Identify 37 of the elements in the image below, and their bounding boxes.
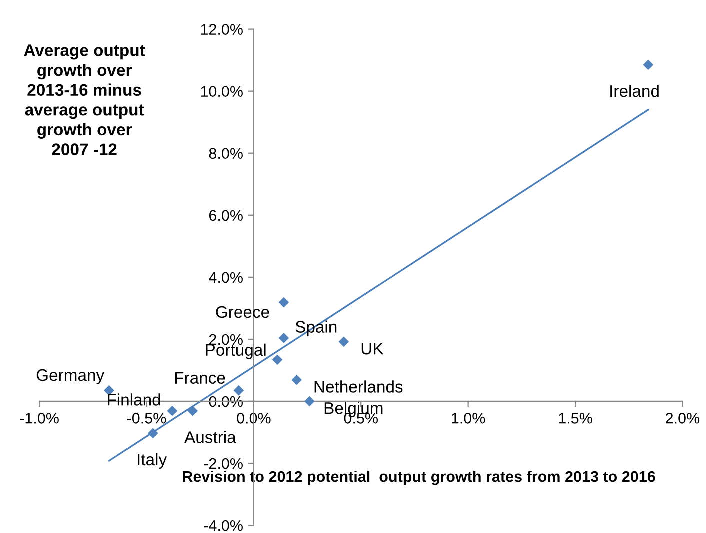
annotation: Austria: [184, 431, 236, 444]
text: Average output growth over 2013-16 minus average output growth over 2007 -12: [24, 44, 146, 156]
annotation: France: [175, 372, 226, 384]
y-tick-label: 10.0%: [201, 86, 243, 98]
annotation: Germany: [36, 369, 105, 385]
x-tick-label: 1.0%: [452, 412, 486, 424]
x-tick-label: 1.5%: [559, 413, 592, 424]
y-tick-label: -2.0%: [204, 458, 243, 470]
x-tick-label: -0.5%: [127, 412, 166, 424]
annotation: Italy: [138, 453, 168, 469]
annotation: Greece: [216, 306, 270, 318]
y-tick-label: 2.0%: [209, 334, 243, 346]
annotation: Ireland: [610, 84, 659, 98]
point: [643, 60, 654, 70]
x-tick-label: -1.0%: [20, 412, 59, 424]
annotation: UK: [362, 343, 384, 355]
point: [188, 406, 198, 416]
point: [278, 297, 290, 308]
y-tick-label: 6.0%: [209, 210, 243, 222]
point: [167, 406, 178, 416]
annotation: Portugal: [206, 344, 266, 360]
point: [292, 374, 302, 386]
annotation: Netherlands: [314, 380, 403, 393]
x-axis-title: Revision to 2012 potential output growth rates from 2013 to 2016: [183, 470, 656, 486]
point: [148, 428, 158, 439]
point: [272, 354, 283, 366]
point: [234, 385, 244, 396]
point: [278, 333, 290, 344]
point: [338, 336, 350, 348]
y-tick-label: 8.0%: [209, 148, 243, 160]
y-tick-label: 12.0%: [201, 24, 243, 35]
point: [304, 396, 315, 407]
y-tick-label: 4.0%: [209, 272, 243, 284]
x-tick-label: 0.0%: [237, 412, 271, 424]
x-tick-label: 2.0%: [666, 412, 700, 424]
annotation: Finland: [108, 394, 160, 406]
y-tick-label: -4.0%: [204, 520, 243, 532]
